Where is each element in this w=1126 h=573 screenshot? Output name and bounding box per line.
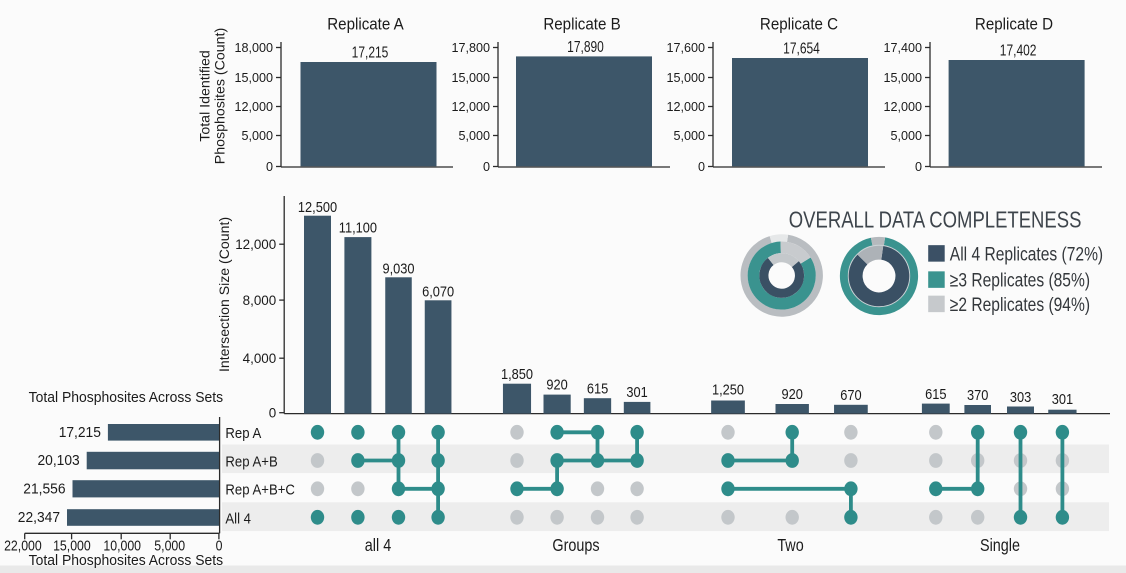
svg-text:12,000: 12,000: [883, 100, 922, 114]
svg-text:Replicate C: Replicate C: [760, 15, 838, 34]
svg-text:15,000: 15,000: [234, 71, 273, 85]
svg-text:5,000: 5,000: [241, 129, 273, 143]
svg-text:all 4: all 4: [365, 535, 391, 555]
svg-text:17,215: 17,215: [352, 43, 389, 61]
svg-text:12,000: 12,000: [666, 100, 705, 114]
svg-text:615: 615: [587, 380, 609, 397]
svg-text:All 4: All 4: [225, 510, 251, 527]
svg-text:Two: Two: [777, 535, 803, 555]
svg-text:301: 301: [1052, 390, 1074, 407]
svg-text:Single: Single: [980, 535, 1020, 555]
svg-text:12,000: 12,000: [235, 237, 276, 252]
svg-text:All 4 Replicates (72%): All 4 Replicates (72%): [950, 243, 1103, 265]
svg-text:10,000: 10,000: [103, 538, 141, 554]
svg-text:OVERALL DATA COMPLETENESS: OVERALL DATA COMPLETENESS: [789, 208, 1082, 233]
svg-text:Intersection Size (Count): Intersection Size (Count): [216, 217, 232, 372]
svg-text:20,103: 20,103: [37, 453, 79, 470]
svg-text:920: 920: [546, 376, 568, 393]
svg-text:5,000: 5,000: [458, 129, 490, 143]
svg-text:15,000: 15,000: [883, 71, 922, 85]
svg-text:15,000: 15,000: [451, 71, 490, 85]
svg-text:15,000: 15,000: [666, 71, 705, 85]
svg-text:9,030: 9,030: [382, 260, 414, 277]
svg-text:≥2 Replicates (94%): ≥2 Replicates (94%): [950, 293, 1090, 315]
svg-text:370: 370: [967, 386, 989, 403]
svg-text:22,347: 22,347: [18, 510, 60, 527]
svg-text:12,000: 12,000: [451, 100, 490, 114]
svg-text:0: 0: [269, 406, 276, 421]
svg-text:Phosphosites (Count): Phosphosites (Count): [213, 28, 229, 164]
svg-text:≥3 Replicates (85%): ≥3 Replicates (85%): [950, 269, 1090, 291]
svg-text:0: 0: [915, 160, 922, 174]
svg-text:5,000: 5,000: [890, 129, 922, 143]
svg-text:Total Phosphosites Across Sets: Total Phosphosites Across Sets: [29, 553, 223, 570]
svg-text:21,556: 21,556: [23, 481, 65, 498]
svg-text:Total Identified: Total Identified: [198, 50, 214, 142]
svg-text:6,070: 6,070: [422, 283, 454, 300]
svg-text:22,000: 22,000: [4, 538, 42, 554]
svg-text:301: 301: [626, 383, 648, 400]
svg-text:Replicate A: Replicate A: [327, 15, 404, 34]
svg-text:17,654: 17,654: [783, 39, 820, 57]
svg-text:303: 303: [1010, 388, 1032, 405]
svg-text:12,000: 12,000: [234, 100, 273, 114]
svg-text:17,215: 17,215: [59, 424, 101, 441]
svg-text:0: 0: [216, 538, 223, 554]
svg-text:0: 0: [266, 160, 273, 174]
svg-text:670: 670: [840, 386, 862, 403]
svg-text:4,000: 4,000: [243, 351, 277, 366]
svg-text:920: 920: [782, 385, 804, 402]
svg-text:15,000: 15,000: [53, 538, 91, 554]
svg-text:615: 615: [925, 385, 947, 402]
svg-text:5,000: 5,000: [154, 538, 185, 554]
svg-text:17,600: 17,600: [666, 41, 705, 55]
svg-text:Rep A+B: Rep A+B: [225, 453, 277, 470]
svg-text:8,000: 8,000: [243, 293, 277, 308]
svg-text:0: 0: [698, 160, 705, 174]
svg-text:17,800: 17,800: [451, 41, 490, 55]
svg-text:Groups: Groups: [552, 535, 599, 555]
svg-text:Total Phosphosites Across Sets: Total Phosphosites Across Sets: [29, 390, 223, 407]
svg-text:1,850: 1,850: [501, 365, 533, 382]
svg-text:18,000: 18,000: [234, 41, 273, 55]
svg-text:17,890: 17,890: [567, 37, 604, 55]
svg-text:Replicate D: Replicate D: [975, 15, 1053, 34]
svg-text:Replicate B: Replicate B: [543, 15, 620, 34]
svg-text:5,000: 5,000: [673, 129, 705, 143]
svg-text:17,402: 17,402: [1000, 41, 1037, 59]
svg-text:0: 0: [483, 160, 490, 174]
svg-text:Rep A: Rep A: [225, 424, 261, 441]
svg-text:17,400: 17,400: [883, 41, 922, 55]
svg-text:12,500: 12,500: [298, 198, 337, 215]
svg-text:1,250: 1,250: [712, 381, 744, 398]
svg-text:Rep A+B+C: Rep A+B+C: [225, 481, 295, 498]
svg-text:11,100: 11,100: [339, 219, 377, 236]
